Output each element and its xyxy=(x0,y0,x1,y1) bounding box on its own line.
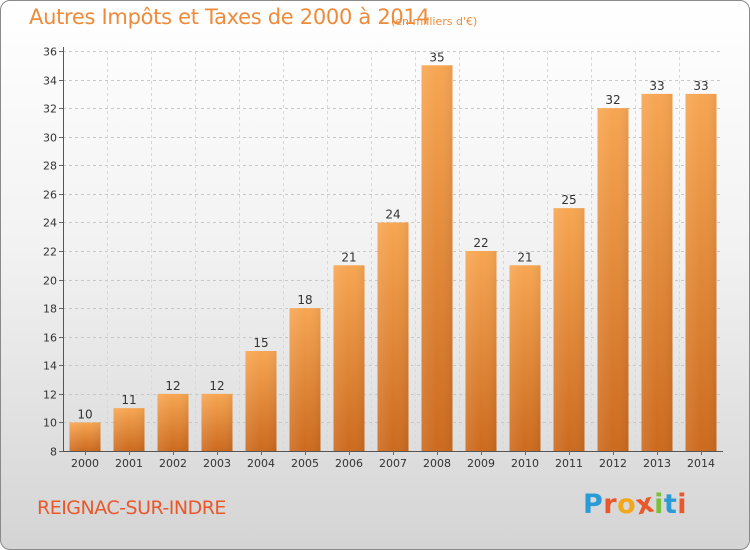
commune-name: REIGNAC-SUR-INDRE xyxy=(37,497,226,519)
x-tick-label: 2008 xyxy=(423,457,451,470)
data-label: 35 xyxy=(429,50,444,64)
logo-letter: r xyxy=(603,489,618,520)
bar-shine xyxy=(597,108,629,452)
x-tick-label: 2006 xyxy=(335,457,363,470)
y-tick-label: 30 xyxy=(43,132,57,145)
x-tick-label: 2001 xyxy=(115,457,143,470)
y-tick-label: 22 xyxy=(43,246,57,259)
bar-shine xyxy=(377,222,409,451)
x-tick-label: 2005 xyxy=(291,457,319,470)
data-label: 25 xyxy=(561,193,576,207)
bar-shine xyxy=(333,265,365,451)
bar-shine xyxy=(157,393,189,451)
axes: 8 10 12 14 16 18 20 22 24 26 28 30 32 34 36 2000 2001 200… xyxy=(43,46,723,470)
data-label: 11 xyxy=(121,393,136,407)
y-tick-label: 28 xyxy=(43,160,57,173)
bar-shine xyxy=(465,251,497,451)
logo-letter: i xyxy=(677,489,688,520)
data-label: 12 xyxy=(165,379,180,393)
data-label: 21 xyxy=(341,250,356,264)
y-tick-label: 10 xyxy=(43,417,57,430)
data-label: 24 xyxy=(385,207,400,221)
bar-shine xyxy=(641,93,673,451)
bar-shine xyxy=(289,308,321,451)
y-tick-label: 26 xyxy=(43,189,57,202)
data-label: 22 xyxy=(473,236,488,250)
proxiti-logo[interactable]: Proxiti xyxy=(583,487,688,521)
y-tick-label: 14 xyxy=(43,360,57,373)
x-tick-label: 2009 xyxy=(467,457,495,470)
data-label: 33 xyxy=(693,79,708,93)
data-label: 33 xyxy=(649,79,664,93)
bar-shine xyxy=(113,408,145,451)
x-tick-label: 2013 xyxy=(643,457,671,470)
bar-shine xyxy=(553,208,585,451)
data-label: 32 xyxy=(605,93,620,107)
y-tick-label: 24 xyxy=(43,217,57,230)
data-label: 18 xyxy=(297,293,312,307)
data-label: 10 xyxy=(77,407,92,421)
data-label: 21 xyxy=(517,250,532,264)
logo-letter: i xyxy=(654,489,664,520)
chart-subtitle: (en milliers d'€) xyxy=(391,15,478,28)
data-label: 12 xyxy=(209,379,224,393)
bars xyxy=(69,65,717,452)
y-tick-label: 32 xyxy=(43,103,57,116)
y-tick-label: 34 xyxy=(43,75,57,88)
bar-shine xyxy=(245,351,277,451)
y-tick-label: 16 xyxy=(43,332,57,345)
x-tick-label: 2011 xyxy=(555,457,583,470)
data-label: 15 xyxy=(253,336,268,350)
x-tick-label: 2002 xyxy=(159,457,187,470)
logo-letter: P xyxy=(583,489,604,520)
y-tick-label: 18 xyxy=(43,303,57,316)
y-tick-label: 12 xyxy=(43,389,57,402)
y-tick-label: 20 xyxy=(43,275,57,288)
logo-letter: t xyxy=(663,489,678,520)
x-tick-label: 2000 xyxy=(71,457,99,470)
x-tick-label: 2007 xyxy=(379,457,407,470)
x-tick-label: 2003 xyxy=(203,457,231,470)
x-tick-label: 2012 xyxy=(599,457,627,470)
bar-shine xyxy=(685,93,717,451)
x-tick-label: 2004 xyxy=(247,457,275,470)
bar-shine xyxy=(421,65,453,452)
y-tick-label: 36 xyxy=(43,46,57,59)
logo-letter: o xyxy=(617,489,637,520)
y-tick-label: 8 xyxy=(50,446,57,459)
bar-shine xyxy=(509,265,541,451)
data-labels: 10 11 12 12 15 18 21 24 35 22 21 25 32 33 33 xyxy=(77,50,708,421)
chart-title: Autres Impôts et Taxes de 2000 à 2014 xyxy=(29,5,430,29)
x-tick-label: 2010 xyxy=(511,457,539,470)
bar-shine xyxy=(69,422,101,451)
x-tick-label: 2014 xyxy=(687,457,715,470)
bar-shine xyxy=(201,393,233,451)
